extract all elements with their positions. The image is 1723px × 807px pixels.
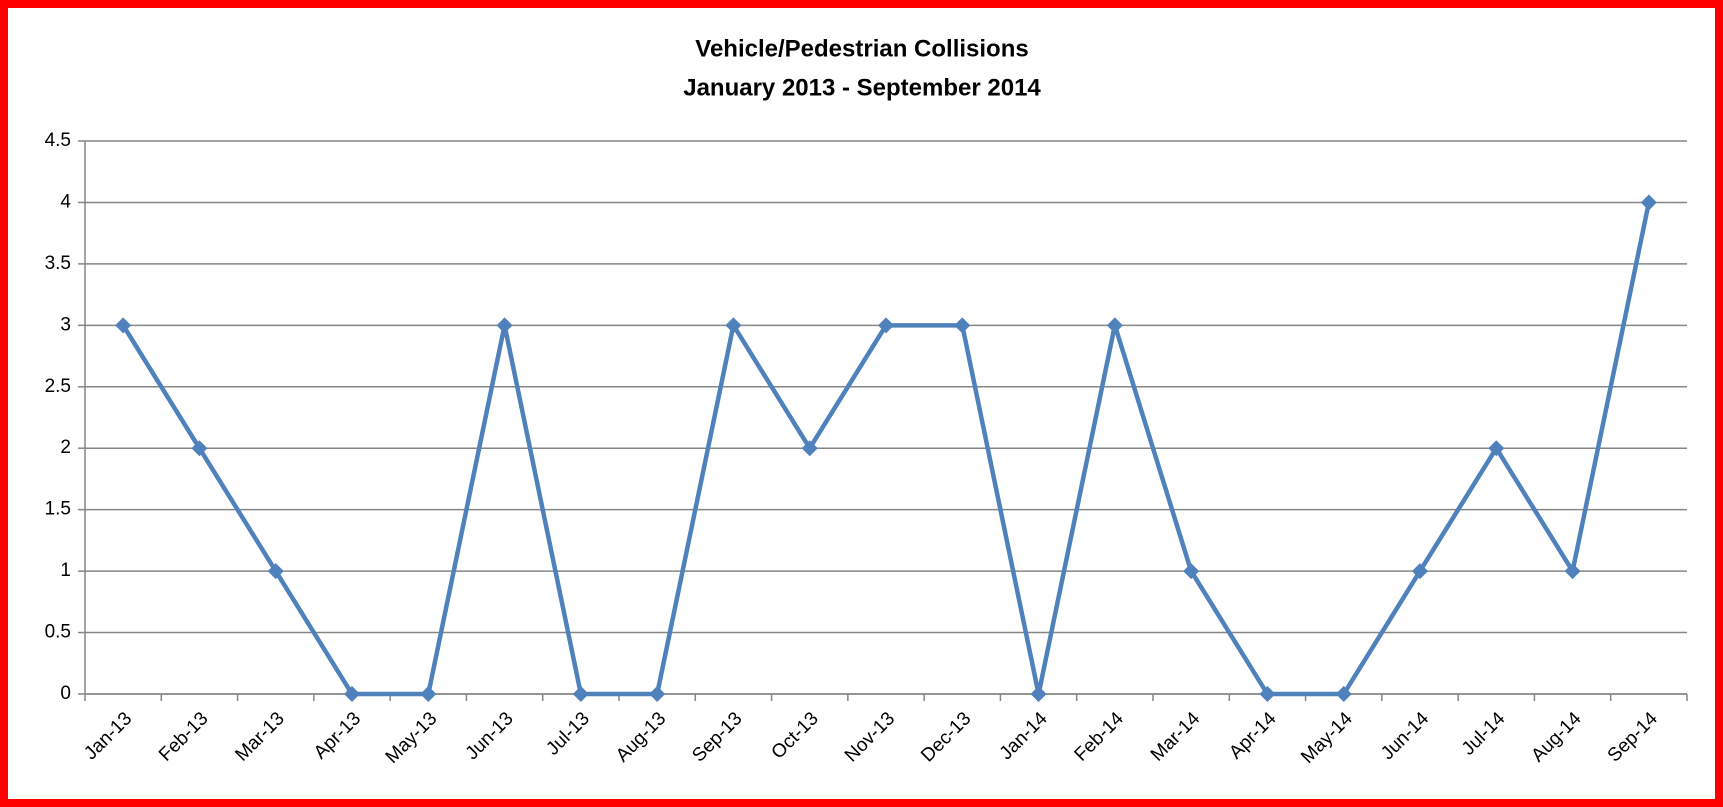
data-marker bbox=[191, 440, 208, 457]
chart-subtitle: January 2013 - September 2014 bbox=[683, 74, 1041, 101]
y-tick-label: 0 bbox=[60, 683, 71, 704]
data-marker bbox=[344, 686, 360, 702]
data-marker bbox=[420, 686, 437, 702]
data-marker bbox=[878, 317, 894, 334]
y-tick-label: 2.5 bbox=[45, 376, 71, 397]
y-tick-label: 3.5 bbox=[45, 253, 71, 274]
y-tick-label: 1.5 bbox=[45, 499, 71, 520]
y-tick-label: 0.5 bbox=[45, 622, 71, 643]
data-marker bbox=[954, 317, 971, 334]
data-marker bbox=[572, 686, 589, 702]
data-marker bbox=[1335, 686, 1352, 702]
data-marker bbox=[267, 563, 284, 580]
data-marker bbox=[1183, 563, 1200, 580]
y-tick-label: 1 bbox=[60, 560, 71, 581]
data-marker bbox=[496, 317, 513, 334]
data-marker bbox=[1488, 440, 1505, 457]
data-marker bbox=[1640, 194, 1657, 211]
data-marker bbox=[1564, 563, 1581, 580]
y-tick-label: 3 bbox=[60, 314, 71, 335]
data-marker bbox=[115, 317, 132, 334]
y-tick-label: 4 bbox=[60, 191, 71, 212]
data-marker bbox=[1259, 686, 1276, 702]
data-marker bbox=[649, 686, 666, 702]
y-tick-label: 4.5 bbox=[45, 130, 71, 151]
y-tick-label: 2 bbox=[60, 437, 71, 458]
data-marker bbox=[1030, 686, 1047, 702]
data-marker bbox=[725, 317, 742, 334]
data-marker bbox=[1412, 563, 1428, 580]
data-marker bbox=[801, 440, 818, 457]
data-marker bbox=[1106, 317, 1123, 334]
chart-title: Vehicle/Pedestrian Collisions bbox=[695, 35, 1028, 62]
